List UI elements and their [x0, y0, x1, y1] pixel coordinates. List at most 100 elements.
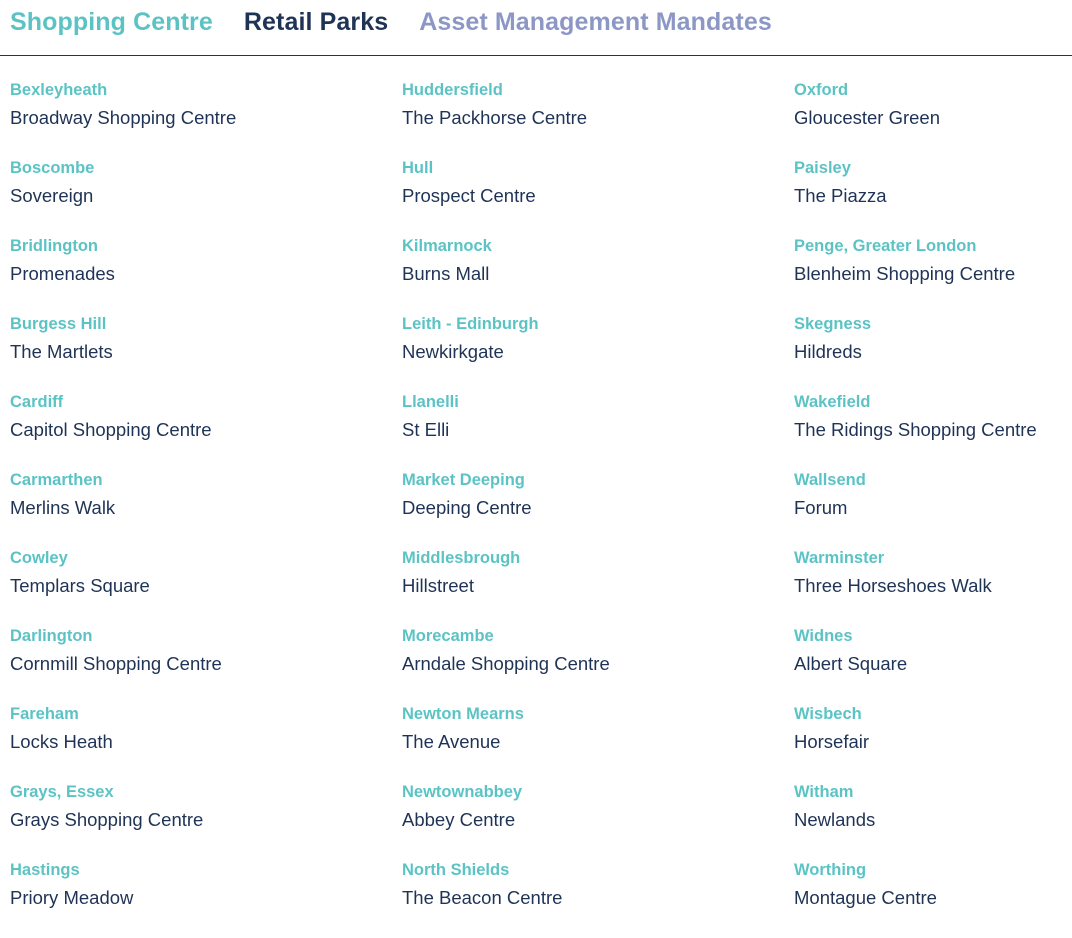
- location-centre-name[interactable]: Promenades: [10, 263, 115, 284]
- location-centre-name[interactable]: Abbey Centre: [402, 809, 516, 830]
- location-centre-name[interactable]: Burns Mall: [402, 263, 490, 284]
- location-town[interactable]: Middlesbrough: [402, 549, 521, 567]
- location-item[interactable]: Newtownabbey Abbey Centre: [402, 782, 794, 860]
- location-item[interactable]: Newton Mearns The Avenue: [402, 704, 794, 782]
- location-town[interactable]: Bexleyheath: [10, 81, 108, 99]
- location-item[interactable]: Kilmarnock Burns Mall: [402, 236, 794, 314]
- location-item[interactable]: Worthing Montague Centre: [794, 860, 1064, 938]
- location-item[interactable]: Witham Newlands: [794, 782, 1064, 860]
- location-centre-name[interactable]: The Martlets: [10, 341, 113, 362]
- location-centre-name[interactable]: Merlins Walk: [10, 497, 116, 518]
- location-town[interactable]: Newtownabbey: [402, 783, 523, 801]
- location-town[interactable]: Penge, Greater London: [794, 237, 977, 255]
- location-centre-name[interactable]: St Elli: [402, 419, 450, 440]
- location-town[interactable]: Cardiff: [10, 393, 64, 411]
- location-item[interactable]: Widnes Albert Square: [794, 626, 1064, 704]
- location-centre-name[interactable]: Grays Shopping Centre: [10, 809, 204, 830]
- location-centre-name[interactable]: The Avenue: [402, 731, 501, 752]
- location-centre-name[interactable]: Prospect Centre: [402, 185, 536, 206]
- location-item[interactable]: Llanelli St Elli: [402, 392, 794, 470]
- location-town[interactable]: Morecambe: [402, 627, 494, 645]
- location-item[interactable]: Wisbech Horsefair: [794, 704, 1064, 782]
- location-town[interactable]: Paisley: [794, 159, 851, 177]
- location-centre-name[interactable]: Newkirkgate: [402, 341, 504, 362]
- location-centre-name[interactable]: Gloucester Green: [794, 107, 941, 128]
- location-centre-name[interactable]: Templars Square: [10, 575, 150, 596]
- location-town[interactable]: Burgess Hill: [10, 315, 107, 333]
- location-town[interactable]: Worthing: [794, 861, 867, 879]
- location-centre-name[interactable]: Hildreds: [794, 341, 862, 362]
- location-centre-name[interactable]: The Ridings Shopping Centre: [794, 419, 1037, 440]
- location-town[interactable]: Llanelli: [402, 393, 459, 411]
- location-town[interactable]: Hastings: [10, 861, 80, 879]
- location-item[interactable]: Warminster Three Horseshoes Walk: [794, 548, 1064, 626]
- location-centre-name[interactable]: The Beacon Centre: [402, 887, 563, 908]
- location-town[interactable]: Cowley: [10, 549, 68, 567]
- location-centre-name[interactable]: Three Horseshoes Walk: [794, 575, 992, 596]
- location-town[interactable]: Wallsend: [794, 471, 866, 489]
- location-centre-name[interactable]: Forum: [794, 497, 848, 518]
- location-town[interactable]: Bridlington: [10, 237, 98, 255]
- location-town[interactable]: Carmarthen: [10, 471, 103, 489]
- location-item[interactable]: Fareham Locks Heath: [10, 704, 402, 782]
- location-town[interactable]: Fareham: [10, 705, 79, 723]
- location-item[interactable]: Hastings Priory Meadow: [10, 860, 402, 938]
- location-town[interactable]: Market Deeping: [402, 471, 525, 489]
- location-town[interactable]: Wakefield: [794, 393, 871, 411]
- location-town[interactable]: Grays, Essex: [10, 783, 114, 801]
- location-town[interactable]: Huddersfield: [402, 81, 503, 99]
- location-town[interactable]: Oxford: [794, 81, 849, 99]
- location-town[interactable]: Newton Mearns: [402, 705, 524, 723]
- location-centre-name[interactable]: Deeping Centre: [402, 497, 532, 518]
- location-item[interactable]: Market Deeping Deeping Centre: [402, 470, 794, 548]
- tab-retail-parks[interactable]: Retail Parks: [243, 8, 389, 36]
- location-item[interactable]: Bridlington Promenades: [10, 236, 402, 314]
- location-item[interactable]: Middlesbrough Hillstreet: [402, 548, 794, 626]
- location-item[interactable]: North Shields The Beacon Centre: [402, 860, 794, 938]
- location-centre-name[interactable]: The Piazza: [794, 185, 887, 206]
- tab-asset-management-mandates[interactable]: Asset Management Mandates: [419, 8, 772, 36]
- location-town[interactable]: Wisbech: [794, 705, 862, 723]
- location-town[interactable]: Kilmarnock: [402, 237, 492, 255]
- location-centre-name[interactable]: Newlands: [794, 809, 876, 830]
- location-centre-name[interactable]: Sovereign: [10, 185, 94, 206]
- location-item[interactable]: Grays, Essex Grays Shopping Centre: [10, 782, 402, 860]
- location-centre-name[interactable]: Horsefair: [794, 731, 870, 752]
- location-town[interactable]: Witham: [794, 783, 854, 801]
- location-town[interactable]: Warminster: [794, 549, 885, 567]
- location-item[interactable]: Penge, Greater London Blenheim Shopping C…: [794, 236, 1064, 314]
- location-item[interactable]: Bexleyheath Broadway Shopping Centre: [10, 80, 402, 158]
- location-centre-name[interactable]: Cornmill Shopping Centre: [10, 653, 222, 674]
- location-item[interactable]: Paisley The Piazza: [794, 158, 1064, 236]
- location-centre-name[interactable]: Arndale Shopping Centre: [402, 653, 610, 674]
- location-item[interactable]: Huddersfield The Packhorse Centre: [402, 80, 794, 158]
- location-centre-name[interactable]: Capitol Shopping Centre: [10, 419, 212, 440]
- location-town[interactable]: Skegness: [794, 315, 872, 333]
- location-centre-name[interactable]: Albert Square: [794, 653, 908, 674]
- location-town[interactable]: Widnes: [794, 627, 853, 645]
- location-town[interactable]: Boscombe: [10, 159, 95, 177]
- location-town[interactable]: Darlington: [10, 627, 93, 645]
- location-centre-name[interactable]: Hillstreet: [402, 575, 474, 596]
- location-item[interactable]: Skegness Hildreds: [794, 314, 1064, 392]
- location-town[interactable]: Leith - Edinburgh: [402, 315, 539, 333]
- location-centre-name[interactable]: Locks Heath: [10, 731, 113, 752]
- location-centre-name[interactable]: Priory Meadow: [10, 887, 134, 908]
- location-item[interactable]: Cardiff Capitol Shopping Centre: [10, 392, 402, 470]
- location-item[interactable]: Hull Prospect Centre: [402, 158, 794, 236]
- location-town[interactable]: Hull: [402, 159, 434, 177]
- location-item[interactable]: Cowley Templars Square: [10, 548, 402, 626]
- location-item[interactable]: Boscombe Sovereign: [10, 158, 402, 236]
- location-item[interactable]: Burgess Hill The Martlets: [10, 314, 402, 392]
- location-item[interactable]: Wakefield The Ridings Shopping Centre: [794, 392, 1064, 470]
- location-item[interactable]: Wallsend Forum: [794, 470, 1064, 548]
- location-item[interactable]: Leith - Edinburgh Newkirkgate: [402, 314, 794, 392]
- location-centre-name[interactable]: The Packhorse Centre: [402, 107, 588, 128]
- location-item[interactable]: Carmarthen Merlins Walk: [10, 470, 402, 548]
- location-item[interactable]: Oxford Gloucester Green: [794, 80, 1064, 158]
- location-centre-name[interactable]: Montague Centre: [794, 887, 937, 908]
- location-town[interactable]: North Shields: [402, 861, 510, 879]
- location-item[interactable]: Darlington Cornmill Shopping Centre: [10, 626, 402, 704]
- location-item[interactable]: Morecambe Arndale Shopping Centre: [402, 626, 794, 704]
- tab-shopping-centre[interactable]: Shopping Centre: [10, 8, 213, 36]
